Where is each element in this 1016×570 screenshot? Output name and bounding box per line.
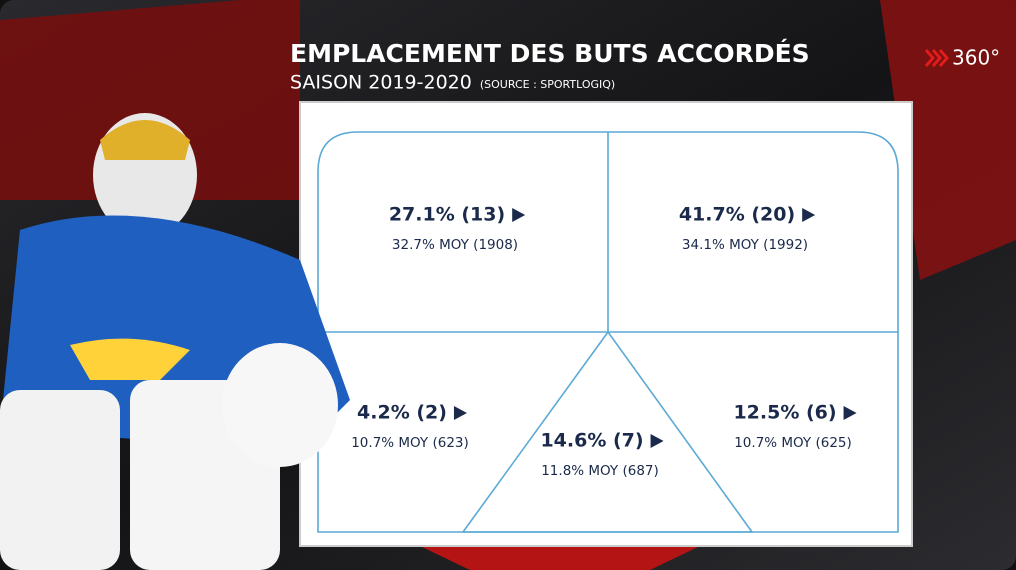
zone-average: 10.7% MOY (623) bbox=[351, 435, 469, 451]
zone-percent: 12.5% (6) bbox=[733, 402, 836, 424]
zone-average: 34.1% MOY (1992) bbox=[682, 237, 808, 253]
subtitle: SAISON 2019-2020 bbox=[290, 72, 472, 94]
logo-text: 360° bbox=[952, 46, 1000, 70]
arrow-icon bbox=[512, 208, 526, 222]
source: (SOURCE : SPORTLOGIQ) bbox=[480, 78, 615, 91]
zone: 14.6% (7) 11.8% MOY (687) bbox=[540, 430, 664, 479]
zone: 41.7% (20) 34.1% MOY (1992) bbox=[679, 204, 816, 253]
zone-percent: 14.6% (7) bbox=[540, 430, 643, 452]
arrow-icon bbox=[802, 208, 816, 222]
player-image bbox=[0, 113, 350, 570]
zone-percent: 27.1% (13) bbox=[389, 204, 505, 226]
goal-outline bbox=[317, 131, 899, 533]
zone-percent: 41.7% (20) bbox=[679, 204, 795, 226]
zone: 4.2% (2) 10.7% MOY (623) bbox=[351, 402, 469, 452]
arrow-icon bbox=[453, 406, 467, 420]
zone-average: 10.7% MOY (625) bbox=[734, 435, 852, 451]
red-accent bbox=[420, 546, 700, 570]
red-accent bbox=[0, 0, 300, 200]
zone: 12.5% (6) 10.7% MOY (625) bbox=[733, 402, 857, 451]
red-accent bbox=[880, 0, 1016, 280]
zone-percent: 4.2% (2) bbox=[357, 402, 447, 424]
zone-average: 32.7% MOY (1908) bbox=[392, 237, 518, 253]
panel bbox=[299, 101, 913, 547]
title: EMPLACEMENT DES BUTS ACCORDÉS bbox=[290, 39, 810, 68]
arrow-icon bbox=[843, 406, 857, 420]
arrow-icon bbox=[650, 434, 664, 448]
zone-average: 11.8% MOY (687) bbox=[541, 463, 659, 479]
zone: 27.1% (13) 32.7% MOY (1908) bbox=[389, 204, 526, 253]
logo: 360° bbox=[924, 46, 1000, 70]
